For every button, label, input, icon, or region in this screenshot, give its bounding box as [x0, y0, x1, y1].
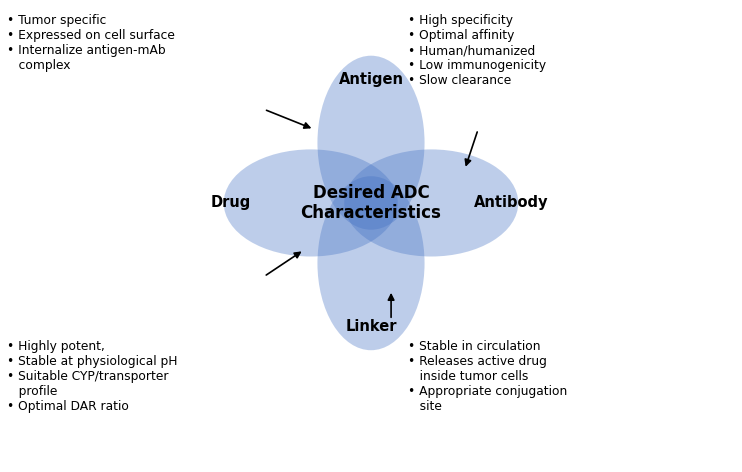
Ellipse shape — [318, 176, 424, 350]
Ellipse shape — [224, 150, 398, 256]
Text: Drug: Drug — [210, 195, 251, 211]
Text: Antigen: Antigen — [338, 72, 404, 87]
Text: • Tumor specific
• Expressed on cell surface
• Internalize antigen-mAb
   comple: • Tumor specific • Expressed on cell sur… — [7, 14, 175, 72]
Text: Linker: Linker — [345, 319, 397, 334]
Text: • Stable in circulation
• Releases active drug
   inside tumor cells
• Appropria: • Stable in circulation • Releases activ… — [408, 340, 568, 413]
Ellipse shape — [318, 56, 424, 230]
Text: • High specificity
• Optimal affinity
• Human/humanized
• Low immunogenicity
• S: • High specificity • Optimal affinity • … — [408, 14, 546, 87]
Ellipse shape — [344, 150, 518, 256]
Text: Antibody: Antibody — [474, 195, 549, 211]
Text: • Highly potent,
• Stable at physiological pH
• Suitable CYP/transporter
   prof: • Highly potent, • Stable at physiologic… — [7, 340, 178, 413]
Text: Desired ADC
Characteristics: Desired ADC Characteristics — [301, 184, 441, 222]
